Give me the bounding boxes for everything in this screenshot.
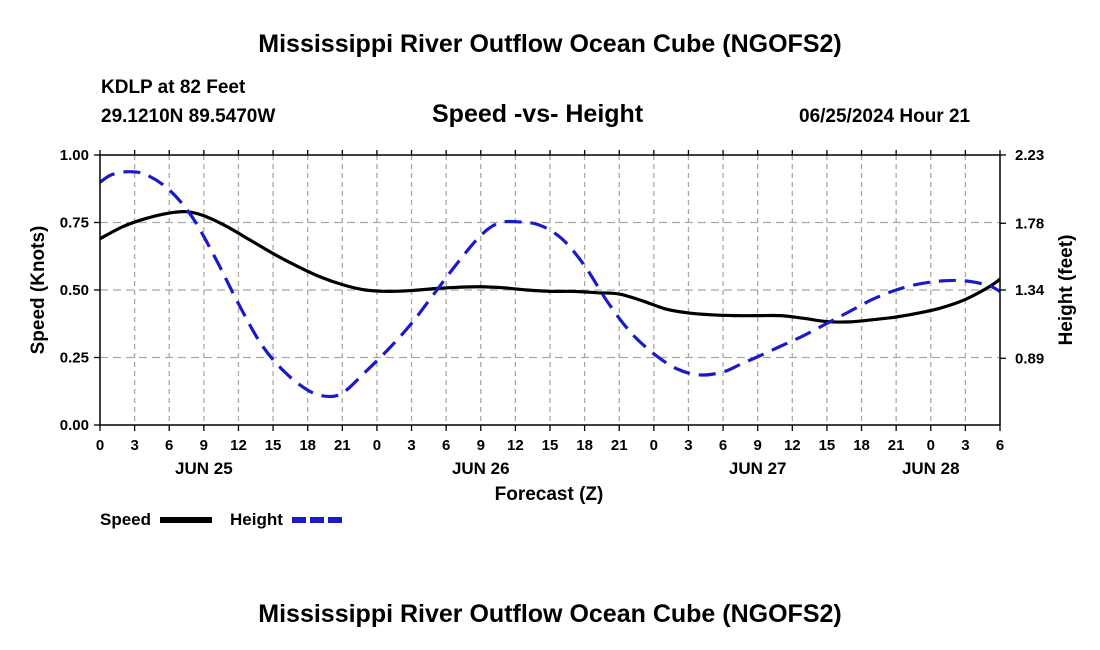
y2-axis-label: Height (feet) xyxy=(1056,235,1077,346)
y-tick-label: 0.50 xyxy=(60,282,89,299)
y-axis-label: Speed (Knots) xyxy=(28,226,49,355)
station-label: KDLP at 82 Feet xyxy=(101,77,246,98)
y-tick-label: 0.75 xyxy=(60,215,89,232)
legend-label-height: Height xyxy=(230,510,283,529)
y2-tick-label: 0.89 xyxy=(1015,350,1044,367)
x-tick-label: 6 xyxy=(442,437,450,454)
date-label: JUN 27 xyxy=(729,459,787,478)
x-tick-label: 21 xyxy=(334,437,351,454)
x-tick-label: 0 xyxy=(373,437,381,454)
axis-ticks: 0 3 6 9 12 15 18 21 0 3 6 9 12 15 18 21 0 3 6 9 12 15 18 21 0 3 6 0… xyxy=(60,147,1045,478)
x-tick-label: 12 xyxy=(784,437,801,454)
y-tick-label: 0.25 xyxy=(60,350,89,367)
x-tick-label: 9 xyxy=(754,437,762,454)
x-tick-label: 21 xyxy=(888,437,905,454)
x-tick-label: 9 xyxy=(200,437,208,454)
y-tick-label: 1.00 xyxy=(60,147,89,164)
legend: Speed Height xyxy=(100,510,343,529)
coordinates-label: 29.1210N 89.5470W xyxy=(101,106,276,127)
x-tick-label: 18 xyxy=(299,437,316,454)
x-tick-label: 15 xyxy=(542,437,559,454)
x-tick-label: 15 xyxy=(265,437,282,454)
series-lines xyxy=(99,170,1001,399)
x-tick-label: 6 xyxy=(719,437,727,454)
x-tick-label: 3 xyxy=(684,437,692,454)
date-label: JUN 28 xyxy=(902,459,960,478)
date-label: JUN 25 xyxy=(175,459,233,478)
x-tick-label: 3 xyxy=(961,437,969,454)
x-tick-label: 12 xyxy=(230,437,247,454)
x-tick-label: 3 xyxy=(130,437,138,454)
chart-subtitle: Speed -vs- Height xyxy=(432,100,644,128)
x-tick-label: 0 xyxy=(650,437,658,454)
speed-series-line xyxy=(99,209,1001,324)
date-label: JUN 26 xyxy=(452,459,510,478)
x-tick-label: 6 xyxy=(996,437,1004,454)
y2-tick-label: 1.78 xyxy=(1015,215,1044,232)
legend-label-speed: Speed xyxy=(100,510,151,529)
x-tick-label: 0 xyxy=(96,437,104,454)
datetime-label: 06/25/2024 Hour 21 xyxy=(799,106,971,127)
x-tick-label: 3 xyxy=(407,437,415,454)
x-axis-label: Forecast (Z) xyxy=(495,484,604,505)
x-tick-label: 12 xyxy=(507,437,524,454)
x-tick-label: 6 xyxy=(165,437,173,454)
footer-title: Mississippi River Outflow Ocean Cube (NG… xyxy=(258,600,842,628)
y-tick-label: 0.00 xyxy=(60,417,89,434)
x-tick-label: 0 xyxy=(927,437,935,454)
x-tick-label: 15 xyxy=(819,437,836,454)
height-series-line xyxy=(99,170,1001,399)
y2-tick-label: 1.34 xyxy=(1015,282,1045,299)
x-tick-label: 21 xyxy=(611,437,628,454)
y2-tick-label: 2.23 xyxy=(1015,147,1044,164)
x-tick-label: 18 xyxy=(853,437,870,454)
grid-lines xyxy=(100,155,1000,425)
x-tick-label: 9 xyxy=(477,437,485,454)
chart-main-title: Mississippi River Outflow Ocean Cube (NG… xyxy=(258,30,842,58)
x-tick-label: 18 xyxy=(576,437,593,454)
